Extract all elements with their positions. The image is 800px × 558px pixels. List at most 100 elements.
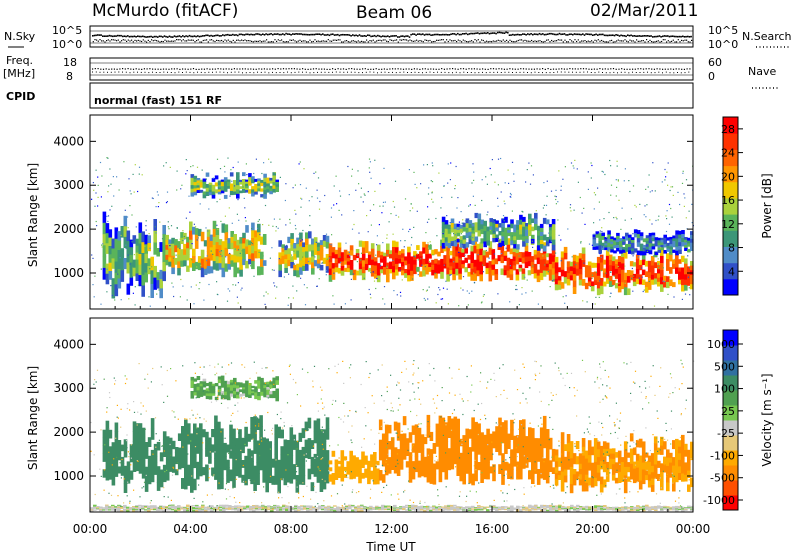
nave-point — [115, 72, 116, 73]
nsearch-point — [621, 40, 622, 41]
freq-point — [250, 68, 251, 69]
nsky-point — [364, 35, 366, 37]
freq-point — [190, 69, 191, 70]
nsky-point — [182, 35, 184, 37]
nsearch-point — [356, 41, 357, 42]
nsky-point — [177, 36, 179, 38]
nsearch-point — [618, 40, 619, 41]
nsky-point — [650, 35, 652, 37]
freq-point — [594, 69, 595, 70]
nave-point — [422, 72, 423, 73]
nsearch-point — [498, 40, 499, 41]
nsearch-point — [551, 40, 552, 41]
nave-point — [182, 72, 183, 73]
nave-point — [576, 72, 577, 73]
nsearch-point — [668, 40, 669, 41]
nsky-point — [189, 35, 191, 37]
nsearch-point — [406, 39, 407, 40]
nsearch-point — [218, 40, 219, 41]
nave-point — [628, 72, 629, 73]
freq-point — [436, 69, 437, 70]
nsky-point — [482, 33, 484, 35]
nsky-point — [640, 35, 642, 37]
nsearch-point — [344, 40, 345, 41]
freq-point — [496, 68, 497, 69]
nsearch-point — [544, 41, 545, 42]
nsearch-point — [671, 41, 672, 42]
nsearch-point — [421, 41, 422, 42]
nsky-point — [260, 34, 262, 36]
nsky-point — [377, 35, 379, 37]
nsearch-point — [219, 40, 220, 41]
freq-point — [569, 68, 570, 69]
nsky-point — [237, 35, 239, 37]
power-colorbar-tick-label: 24 — [721, 147, 735, 160]
nsky-point — [154, 36, 156, 38]
freq-point — [482, 68, 483, 69]
freq-point — [567, 69, 568, 70]
nsky-point — [605, 35, 607, 37]
nsky-point — [204, 35, 206, 37]
cpid-label: CPID — [6, 90, 35, 103]
freq-point — [177, 68, 178, 69]
nsky-point — [337, 34, 339, 36]
nsky-point — [480, 33, 482, 35]
nsky-point — [584, 34, 586, 36]
nave-point — [388, 72, 389, 73]
nsky-point — [340, 34, 342, 36]
nsearch-point — [613, 42, 614, 43]
nsky-point — [404, 36, 406, 38]
nave-point — [362, 72, 363, 73]
nsky-point — [175, 36, 177, 38]
nsearch-point — [244, 39, 245, 40]
freq-point — [212, 69, 213, 70]
power-colorbar-tick-label: 28 — [721, 123, 735, 136]
nsearch-point — [181, 40, 182, 41]
nsearch-point — [321, 41, 322, 42]
freq-point — [640, 68, 641, 69]
nsky-point — [574, 33, 576, 35]
nsky-point — [492, 32, 494, 34]
nsearch-point — [316, 41, 317, 42]
freq-point — [264, 68, 265, 69]
nave-point — [550, 72, 551, 73]
nsearch-point — [103, 40, 104, 41]
freq-point — [477, 68, 478, 69]
nsky-point — [134, 36, 136, 38]
nsearch-point — [169, 41, 170, 42]
freq-point — [408, 68, 409, 69]
freq-point — [583, 68, 584, 69]
nave-point — [141, 72, 142, 73]
nsearch-point — [118, 40, 119, 41]
nsky-point — [484, 32, 486, 34]
nave-point — [306, 72, 307, 73]
nsky-point — [229, 34, 231, 36]
nsky-point — [647, 35, 649, 37]
power-colorbar-tick-label: 4 — [728, 265, 735, 278]
nsearch-point — [656, 41, 657, 42]
nsearch-point — [204, 40, 205, 41]
nsky-point — [165, 36, 167, 38]
nsearch-point — [469, 41, 470, 42]
nave-point — [122, 72, 123, 73]
nsearch-point — [368, 41, 369, 42]
nsky-point — [234, 34, 236, 36]
nsearch-point — [201, 42, 202, 43]
nsearch-point — [664, 39, 665, 40]
nsearch-point — [318, 41, 319, 42]
nsky-point — [549, 33, 551, 35]
nsky-point — [304, 34, 306, 36]
freq-point — [308, 69, 309, 70]
x-axis-label: Time UT — [365, 540, 416, 554]
freq-point — [455, 68, 456, 69]
freq-point — [147, 68, 148, 69]
nsky-point — [524, 33, 526, 35]
nsky-point — [604, 35, 606, 37]
freq-point — [168, 69, 169, 70]
nsky-point — [309, 34, 311, 36]
nsky-point — [170, 36, 172, 38]
nsearch-point — [119, 41, 120, 42]
nsearch-point — [423, 41, 424, 42]
freq-point — [638, 68, 639, 69]
x-tick-label: 20:00 — [575, 522, 610, 536]
